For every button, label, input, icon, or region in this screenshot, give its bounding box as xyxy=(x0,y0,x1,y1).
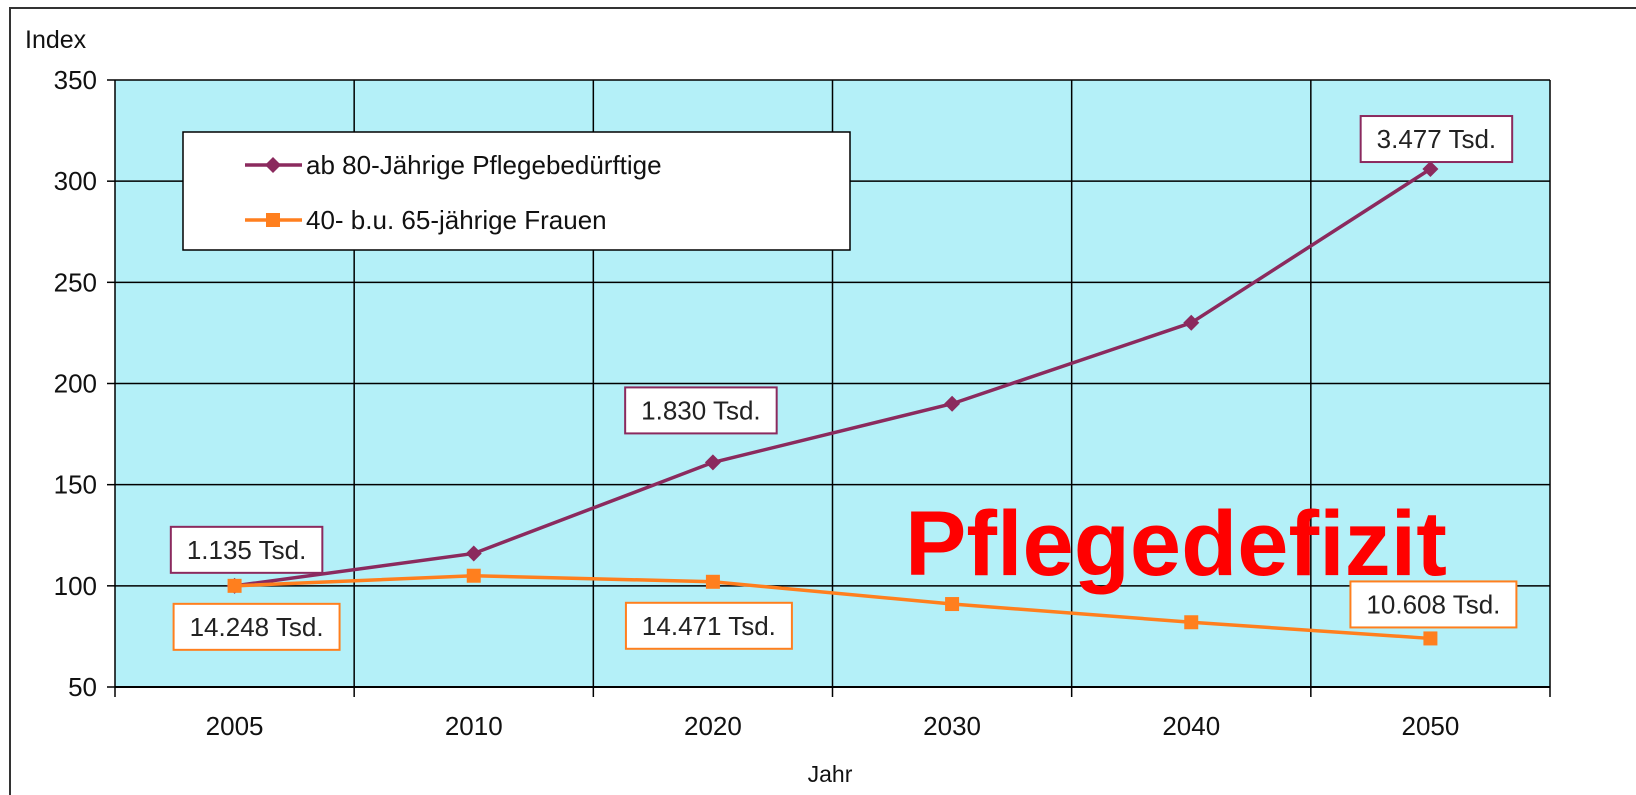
marker xyxy=(944,395,961,412)
legend-box xyxy=(182,131,851,251)
marker xyxy=(465,545,482,562)
annotation-box xyxy=(172,602,341,651)
marker xyxy=(1184,615,1199,630)
x-tick-label: 2010 xyxy=(445,711,503,741)
annotation-box xyxy=(169,525,324,574)
annotation: 10.608 Tsd. xyxy=(1349,580,1518,629)
annotation-text: 3.477 Tsd. xyxy=(1377,124,1497,154)
legend-label: ab 80-Jährige Pflegebedürftige xyxy=(306,150,662,180)
annotation-text: 1.135 Tsd. xyxy=(187,535,307,565)
y-tick-label: 350 xyxy=(54,65,97,95)
annotation-text: 10.608 Tsd. xyxy=(1366,589,1500,619)
marker xyxy=(945,597,960,612)
annotation-box xyxy=(1359,115,1514,164)
annotation: 3.477 Tsd. xyxy=(1359,115,1514,164)
legend-marker xyxy=(266,213,280,227)
legend-label: 40- b.u. 65-jährige Frauen xyxy=(306,205,607,235)
y-tick-label: 250 xyxy=(54,267,97,297)
x-tick-label: 2030 xyxy=(923,711,981,741)
annotation-text: 1.830 Tsd. xyxy=(641,395,761,425)
x-tick-label: 2020 xyxy=(684,711,742,741)
y-tick-label: 150 xyxy=(54,470,97,500)
marker xyxy=(705,574,720,589)
marker xyxy=(1183,314,1200,331)
marker xyxy=(1422,161,1439,178)
legend-marker xyxy=(265,157,281,173)
x-tick-label: 2050 xyxy=(1401,711,1459,741)
marker xyxy=(227,578,242,593)
y-tick-label: 100 xyxy=(54,571,97,601)
y-tick-label: 300 xyxy=(54,166,97,196)
y-tick-label: 200 xyxy=(54,369,97,399)
marker xyxy=(466,568,481,583)
legend: ab 80-Jährige Pflegebedürftige 40- b.u. 6… xyxy=(182,131,851,251)
annotation-box xyxy=(1349,580,1518,629)
annotation-text: 14.471 Tsd. xyxy=(642,611,776,641)
annotation-box xyxy=(624,386,778,435)
annotation: 1.135 Tsd. xyxy=(169,525,324,574)
x-tick-label: 2040 xyxy=(1162,711,1220,741)
y-axis-label: Index xyxy=(25,26,87,54)
annotation-box xyxy=(624,601,793,650)
x-tick-label: 2005 xyxy=(206,711,264,741)
annotation: 14.248 Tsd. xyxy=(172,602,341,651)
annotation: 1.830 Tsd. xyxy=(624,386,778,435)
annotation: 14.471 Tsd. xyxy=(624,601,793,650)
x-axis-label: Jahr xyxy=(808,761,853,787)
y-tick-label: 50 xyxy=(68,672,97,702)
series-line xyxy=(234,167,1432,588)
marker xyxy=(1423,631,1438,646)
series-line xyxy=(234,573,1431,641)
marker xyxy=(704,454,721,471)
annotation-text: 14.248 Tsd. xyxy=(190,612,324,642)
overlay-text: Pflegedefizit xyxy=(905,493,1447,595)
